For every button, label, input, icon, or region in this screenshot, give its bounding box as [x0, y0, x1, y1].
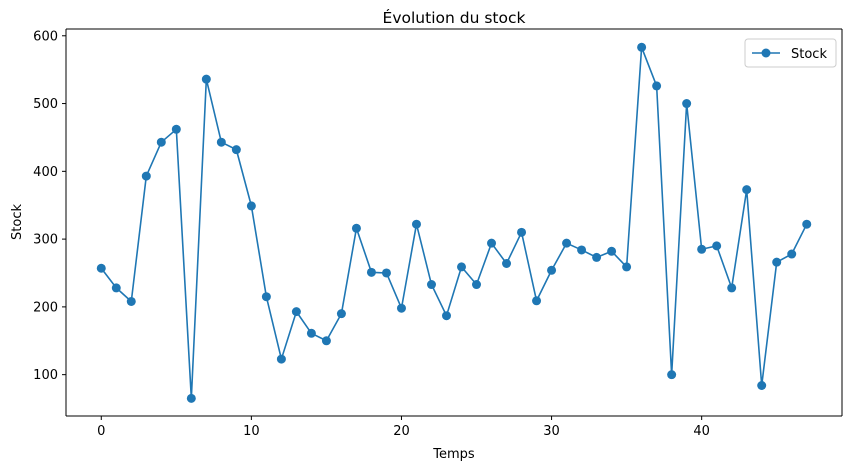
x-axis-label: Temps	[432, 447, 475, 462]
data-point	[637, 42, 647, 52]
data-point	[291, 307, 301, 317]
data-point	[216, 137, 226, 147]
data-point	[577, 245, 587, 255]
y-axis-label: Stock	[10, 204, 25, 240]
x-tick-label: 10	[243, 424, 260, 439]
y-tick-label: 300	[33, 233, 58, 248]
data-point	[457, 262, 466, 272]
x-tick-label: 30	[543, 424, 560, 439]
y-tick-label: 100	[33, 368, 58, 383]
series-line-stock	[100, 46, 808, 400]
data-point	[772, 257, 782, 267]
data-point	[442, 311, 451, 321]
data-point	[156, 137, 166, 147]
legend-box	[744, 38, 837, 68]
data-point	[171, 124, 181, 134]
data-point	[141, 171, 151, 181]
data-point	[306, 328, 316, 338]
data-point	[757, 381, 767, 390]
chart-title: Évolution du stock	[383, 8, 526, 27]
data-point	[667, 370, 677, 380]
data-point	[487, 238, 497, 248]
data-point	[622, 262, 632, 272]
data-point	[381, 268, 391, 278]
data-point	[787, 249, 797, 259]
legend-label-stock: Stock	[791, 47, 827, 62]
x-ticks-group: 0 10 20 30 40	[97, 416, 710, 439]
data-point	[502, 259, 512, 268]
data-point	[246, 201, 256, 211]
data-point	[396, 303, 406, 313]
data-point	[366, 267, 376, 277]
data-point	[351, 223, 361, 233]
legend-marker-sample	[761, 48, 771, 58]
data-point	[682, 99, 692, 109]
data-point	[742, 185, 752, 195]
data-point	[607, 246, 617, 256]
data-point	[276, 354, 286, 364]
data-point	[126, 296, 136, 306]
data-point	[261, 292, 271, 302]
data-point	[411, 219, 421, 229]
x-tick-label: 20	[393, 424, 410, 439]
y-ticks-group: 100 200 300 400 500 600	[33, 29, 66, 383]
series-group	[96, 42, 812, 403]
data-point	[201, 74, 211, 84]
data-point	[562, 238, 572, 248]
x-tick-label: 40	[693, 424, 710, 439]
data-point	[547, 265, 557, 275]
y-tick-label: 500	[33, 97, 58, 112]
x-tick-label: 0	[97, 424, 105, 439]
data-point	[517, 227, 527, 237]
data-point	[186, 393, 196, 403]
data-point	[592, 252, 602, 262]
data-point	[472, 280, 482, 290]
y-tick-label: 400	[33, 165, 58, 180]
data-point	[96, 263, 106, 273]
data-point	[697, 244, 707, 254]
legend: Stock	[744, 38, 837, 68]
data-point	[231, 145, 241, 155]
data-point	[727, 283, 737, 293]
data-point	[712, 241, 722, 251]
data-point	[321, 336, 331, 346]
data-point	[652, 81, 662, 91]
y-tick-label: 600	[33, 29, 58, 44]
y-tick-label: 200	[33, 300, 58, 315]
data-point	[802, 219, 812, 229]
data-point	[532, 296, 542, 306]
data-point	[111, 283, 121, 293]
plot-area	[66, 29, 842, 416]
data-point	[336, 309, 346, 319]
plot-frame	[65, 28, 843, 417]
data-point	[426, 280, 436, 290]
